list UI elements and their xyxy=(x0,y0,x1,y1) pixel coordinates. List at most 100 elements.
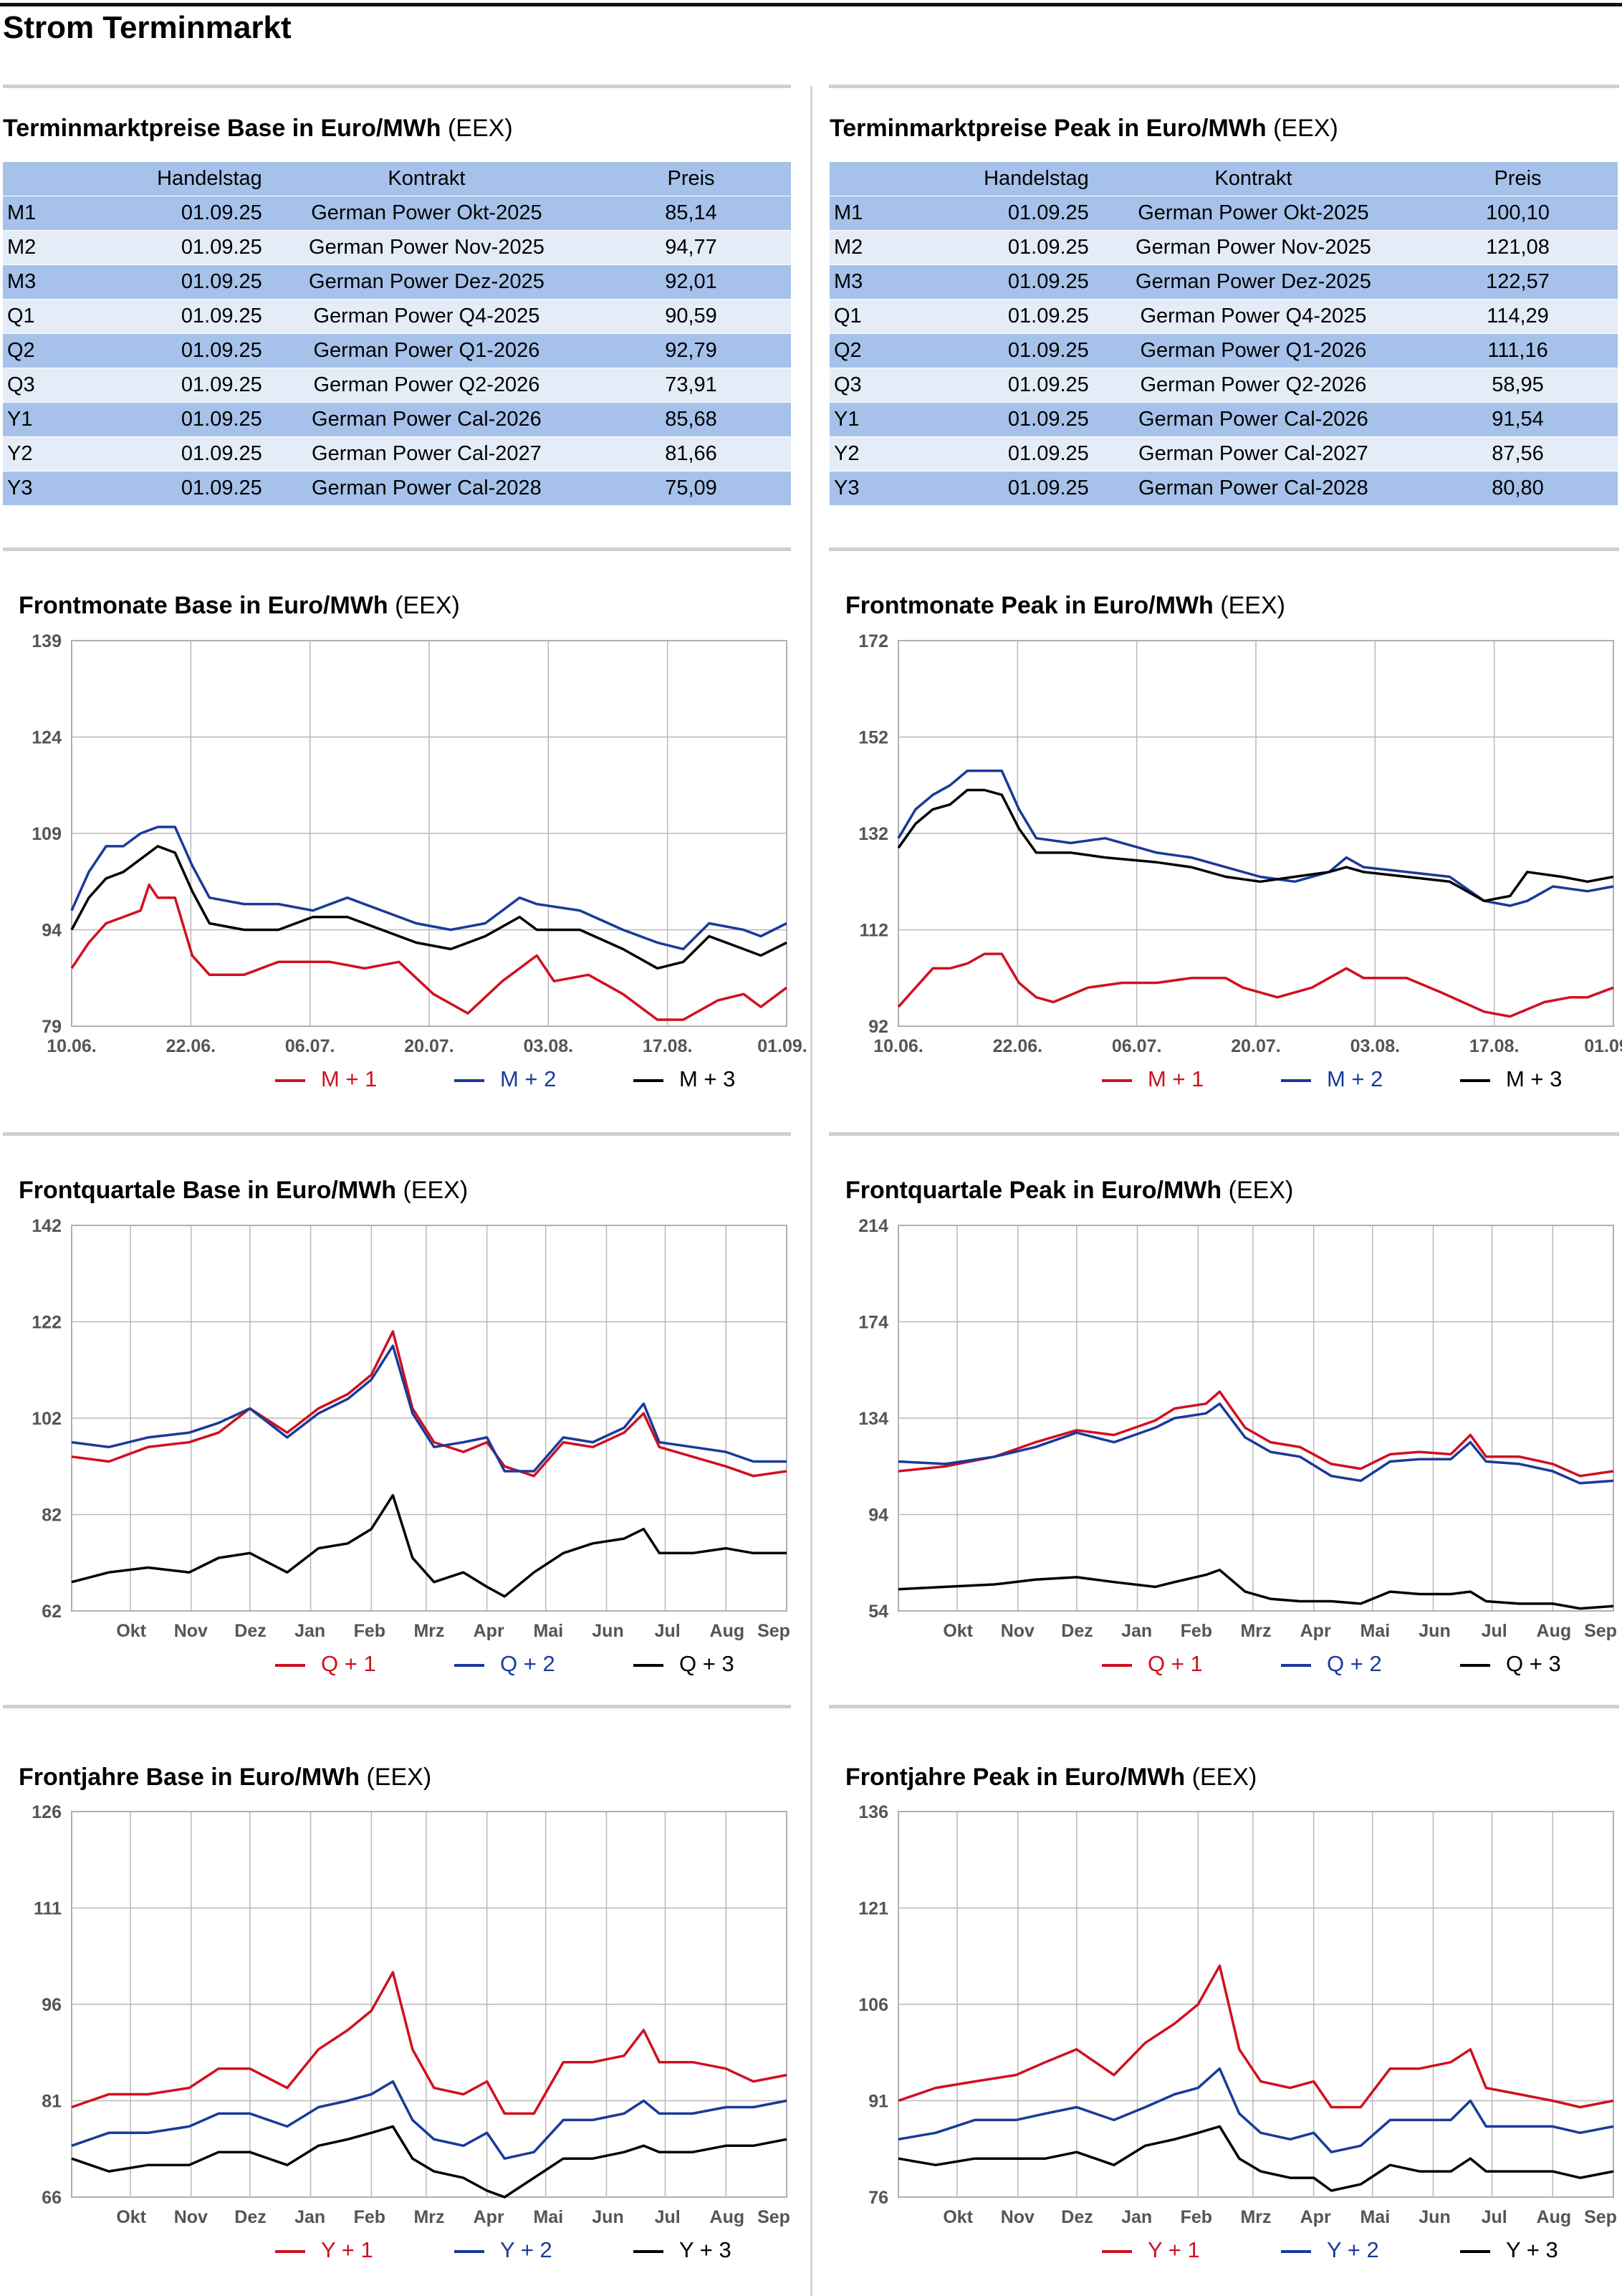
base-table-title: Terminmarktpreise Base in Euro/MWh (EEX) xyxy=(3,115,513,143)
legend-swatch xyxy=(275,1663,305,1667)
y-tick-label: 132 xyxy=(858,824,888,844)
x-tick-label: Feb xyxy=(354,1621,385,1641)
legend-item: Q + 1 xyxy=(1102,1651,1203,1677)
y-tick-label: 81 xyxy=(42,2092,62,2112)
contract-code-cell: Y1 xyxy=(3,402,116,437)
legend-item: Q + 3 xyxy=(1460,1651,1561,1677)
x-tick-label: 03.08. xyxy=(524,1036,574,1056)
frontquartale-base-chart: 142 122 102 82 62 Okt Nov Dez Jan Feb Mrz Apr Mai Jun… xyxy=(0,1215,795,1645)
legend-item: M + 3 xyxy=(1460,1066,1562,1092)
base-table-title-source: (EEX) xyxy=(447,115,513,142)
x-tick-label: Feb xyxy=(1181,1621,1212,1641)
header-cell: Kontrakt xyxy=(1088,162,1419,196)
contract-code-cell: Y2 xyxy=(830,436,943,472)
header-cell xyxy=(3,162,116,196)
y-tick-label: 79 xyxy=(42,1017,62,1037)
x-tick-label: Aug xyxy=(1537,2207,1572,2227)
header-cell: Preis xyxy=(1418,162,1618,196)
page-title: Strom Terminmarkt xyxy=(3,10,292,45)
peak-table-title-source: (EEX) xyxy=(1273,115,1338,142)
chart-title-source: (EEX) xyxy=(395,592,460,619)
peak-table-title: Terminmarktpreise Peak in Euro/MWh (EEX) xyxy=(830,115,1338,143)
legend-swatch xyxy=(633,2249,663,2253)
x-tick-label: Jul xyxy=(1482,2207,1507,2227)
table-row: Q2 01.09.25 German Power Q1-2026 92,79 xyxy=(3,333,791,368)
y-tick-label: 124 xyxy=(32,728,62,748)
x-tick-label: Mrz xyxy=(1240,1621,1271,1641)
contract-name-cell: German Power Q4-2025 xyxy=(1088,299,1419,334)
frontjahre-peak-chart: 136 121 106 91 76 Okt Nov Dez Jan Feb Mrz Apr Mai Jun… xyxy=(827,1802,1622,2232)
price-cell: 87,56 xyxy=(1418,436,1618,472)
legend-label: M + 3 xyxy=(679,1066,736,1091)
chart-title-source: (EEX) xyxy=(366,1764,432,1791)
legend-label: M + 3 xyxy=(1506,1066,1563,1091)
x-tick-label: Okt xyxy=(943,1621,973,1641)
series-line-2 xyxy=(71,1344,787,1473)
x-tick-label: Dez xyxy=(234,2207,266,2227)
legend-item: Q + 1 xyxy=(275,1651,376,1677)
legend-label: Q + 3 xyxy=(679,1651,734,1676)
legend-label: Q + 1 xyxy=(1148,1651,1203,1676)
header-cell: Handelstag xyxy=(942,162,1089,196)
y-tick-label: 112 xyxy=(860,921,888,941)
legend-label: M + 2 xyxy=(1327,1066,1383,1091)
legend-item: Y + 2 xyxy=(1281,2237,1379,2263)
chart-title: Frontmonate Peak in Euro/MWh (EEX) xyxy=(845,592,1285,620)
x-tick-label: Jul xyxy=(655,2207,681,2227)
legend-swatch xyxy=(454,1663,484,1667)
y-tick-label: 76 xyxy=(868,2188,888,2208)
chart-title: Frontquartale Peak in Euro/MWh (EEX) xyxy=(845,1177,1293,1205)
chart-title: Frontquartale Base in Euro/MWh (EEX) xyxy=(19,1177,468,1205)
contract-name-cell: German Power Cal-2027 xyxy=(261,436,592,472)
legend-swatch xyxy=(1102,1663,1132,1667)
legend-label: Y + 2 xyxy=(500,2237,552,2262)
series-line-1 xyxy=(70,883,788,1021)
y-tick-label: 96 xyxy=(42,1995,62,2015)
legend-item: M + 3 xyxy=(633,1066,735,1092)
contract-code-cell: Y1 xyxy=(830,402,943,437)
price-cell: 58,95 xyxy=(1418,368,1618,403)
x-tick-label: Okt xyxy=(943,2207,973,2227)
frontmonate-peak-chart: 172 152 132 112 92 10.06. 22.06. 06.07. 20.07. 03… xyxy=(827,631,1622,1061)
x-tick-label: 06.07. xyxy=(285,1036,335,1056)
chart-title-bold: Frontjahre Peak in Euro/MWh xyxy=(845,1764,1186,1791)
series-line-1 xyxy=(898,1964,1614,2109)
legend-label: M + 2 xyxy=(500,1066,557,1091)
x-tick-label: Nov xyxy=(1001,1621,1035,1641)
legend-item: M + 1 xyxy=(275,1066,377,1092)
table-row: M1 01.09.25 German Power Okt-2025 85,14 xyxy=(3,196,791,231)
contract-name-cell: German Power Cal-2027 xyxy=(1088,436,1419,472)
series-line-2 xyxy=(898,1402,1614,1485)
x-tick-label: Nov xyxy=(1001,2207,1035,2227)
section-divider xyxy=(829,1705,1619,1708)
series-line-3 xyxy=(898,1569,1614,1610)
y-tick-label: 121 xyxy=(858,1899,888,1919)
table-header-row: Handelstag Kontrakt Preis xyxy=(830,162,1618,196)
x-tick-label: 17.08. xyxy=(1469,1036,1520,1056)
section-divider xyxy=(3,547,791,551)
y-tick-label: 94 xyxy=(42,921,62,941)
contract-code-cell: Q2 xyxy=(3,333,116,368)
legend-item: Q + 3 xyxy=(633,1651,734,1677)
chart-title-source: (EEX) xyxy=(1191,1764,1257,1791)
y-tick-label: 214 xyxy=(858,1216,888,1236)
table-row: Q1 01.09.25 German Power Q4-2025 90,59 xyxy=(3,299,791,334)
x-tick-label: 10.06. xyxy=(47,1036,97,1056)
chart-title-bold: Frontmonate Base in Euro/MWh xyxy=(19,592,388,619)
contract-code-cell: M1 xyxy=(830,196,943,231)
y-tick-label: 126 xyxy=(32,1802,62,1822)
contract-name-cell: German Power Dez-2025 xyxy=(1088,264,1419,300)
x-tick-label: Mrz xyxy=(1240,2207,1271,2227)
chart-title-source: (EEX) xyxy=(1228,1177,1294,1204)
y-tick-label: 92 xyxy=(868,1017,888,1037)
legend-swatch xyxy=(454,1078,484,1082)
chart-title: Frontmonate Base in Euro/MWh (EEX) xyxy=(19,592,460,620)
x-tick-label: 03.08. xyxy=(1350,1036,1401,1056)
x-tick-label: 01.09. xyxy=(757,1036,807,1056)
price-cell: 114,29 xyxy=(1418,299,1618,334)
x-tick-label: Okt xyxy=(116,1621,146,1641)
legend-swatch xyxy=(1460,1663,1490,1667)
table-row: M3 01.09.25 German Power Dez-2025 122,57 xyxy=(830,264,1618,300)
contract-name-cell: German Power Q1-2026 xyxy=(261,333,592,368)
